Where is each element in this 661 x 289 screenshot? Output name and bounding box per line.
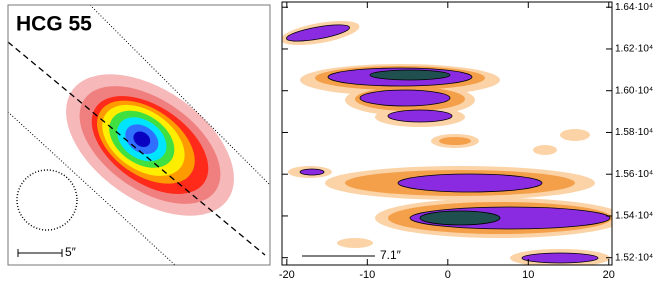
x-tick-label: 10 <box>522 269 534 281</box>
y-tick-label: 1.54·10⁴ <box>615 211 653 222</box>
left-image <box>8 5 270 265</box>
y-tick-label: 1.52·10⁴ <box>615 252 653 263</box>
y-tick-label: 1.62·10⁴ <box>615 44 653 55</box>
x-tick-label: -10 <box>359 269 375 281</box>
x-tick-label: 20 <box>603 269 615 281</box>
y-tick-label: 1.58·10⁴ <box>615 127 653 138</box>
x-tick-label: -20 <box>279 269 295 281</box>
pv-diagram <box>282 20 612 265</box>
scale-label: 5″ <box>65 245 77 259</box>
x-tick-label: 0 <box>445 269 451 281</box>
scale-label: 7.1″ <box>380 248 402 262</box>
y-tick-label: 1.60·10⁴ <box>615 85 653 96</box>
y-tick-label: 1.64·10⁴ <box>615 2 653 13</box>
left-frame <box>7 4 271 266</box>
panel-title: HCG 55 <box>16 13 92 36</box>
right-frame <box>281 1 613 266</box>
y-tick-label: 1.56·10⁴ <box>615 169 653 180</box>
